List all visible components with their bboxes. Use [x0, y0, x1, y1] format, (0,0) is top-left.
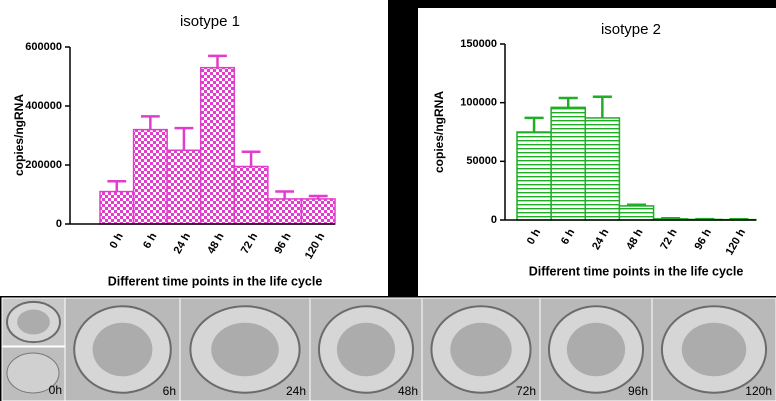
embryo [17, 309, 50, 335]
error-bar [626, 203, 647, 206]
bar [166, 149, 202, 225]
error-bar [308, 194, 328, 199]
error-bar [661, 216, 681, 220]
time-label: 24h [286, 384, 306, 398]
bar [618, 205, 655, 221]
error-bar [140, 115, 160, 130]
time-label: 48h [398, 384, 418, 398]
embryo [92, 322, 153, 377]
bar [132, 128, 168, 225]
error-bar [524, 116, 544, 132]
time-label: 6h [163, 384, 176, 398]
y-axis-label: copies/ngRNA [12, 94, 26, 176]
y-tick-label: 200000 [25, 159, 62, 171]
y-tick-label: 50000 [466, 155, 497, 167]
embryo [336, 322, 396, 377]
time-label: 72h [516, 384, 536, 398]
bar [550, 106, 587, 221]
bar [584, 117, 621, 221]
chart-title: isotype 2 [601, 21, 661, 38]
y-tick-label: 0 [56, 218, 62, 230]
x-axis-label: Different time points in the life cycle [108, 274, 323, 288]
y-tick-label: 600000 [25, 41, 62, 53]
error-bar [241, 150, 261, 167]
bar [267, 198, 303, 225]
bar [233, 165, 269, 225]
embryo [681, 322, 747, 377]
error-bar [558, 96, 578, 108]
bar [300, 198, 336, 225]
x-axis-label: Different time points in the life cycle [529, 264, 744, 278]
y-tick-label: 100000 [460, 97, 497, 109]
chart-title: isotype 1 [180, 13, 240, 30]
embryo [450, 322, 512, 377]
egg [6, 352, 60, 394]
error-bar [592, 95, 612, 118]
time-label: 96h [628, 384, 648, 398]
embryo [211, 322, 279, 377]
error-bar [208, 54, 227, 68]
y-axis-label: copies/ngRNA [432, 91, 446, 173]
time-label: 120h [745, 384, 772, 398]
bar [99, 190, 135, 225]
bar [199, 66, 236, 225]
y-tick-label: 400000 [25, 100, 62, 112]
embryo [566, 322, 626, 377]
bar [516, 131, 552, 221]
error-bar [275, 190, 295, 199]
y-tick-label: 0 [491, 214, 497, 226]
time-label: 0h [49, 383, 62, 397]
error-bar [107, 179, 127, 192]
y-tick-label: 150000 [460, 38, 497, 50]
error-bar [174, 126, 194, 151]
panel-left [0, 0, 388, 296]
